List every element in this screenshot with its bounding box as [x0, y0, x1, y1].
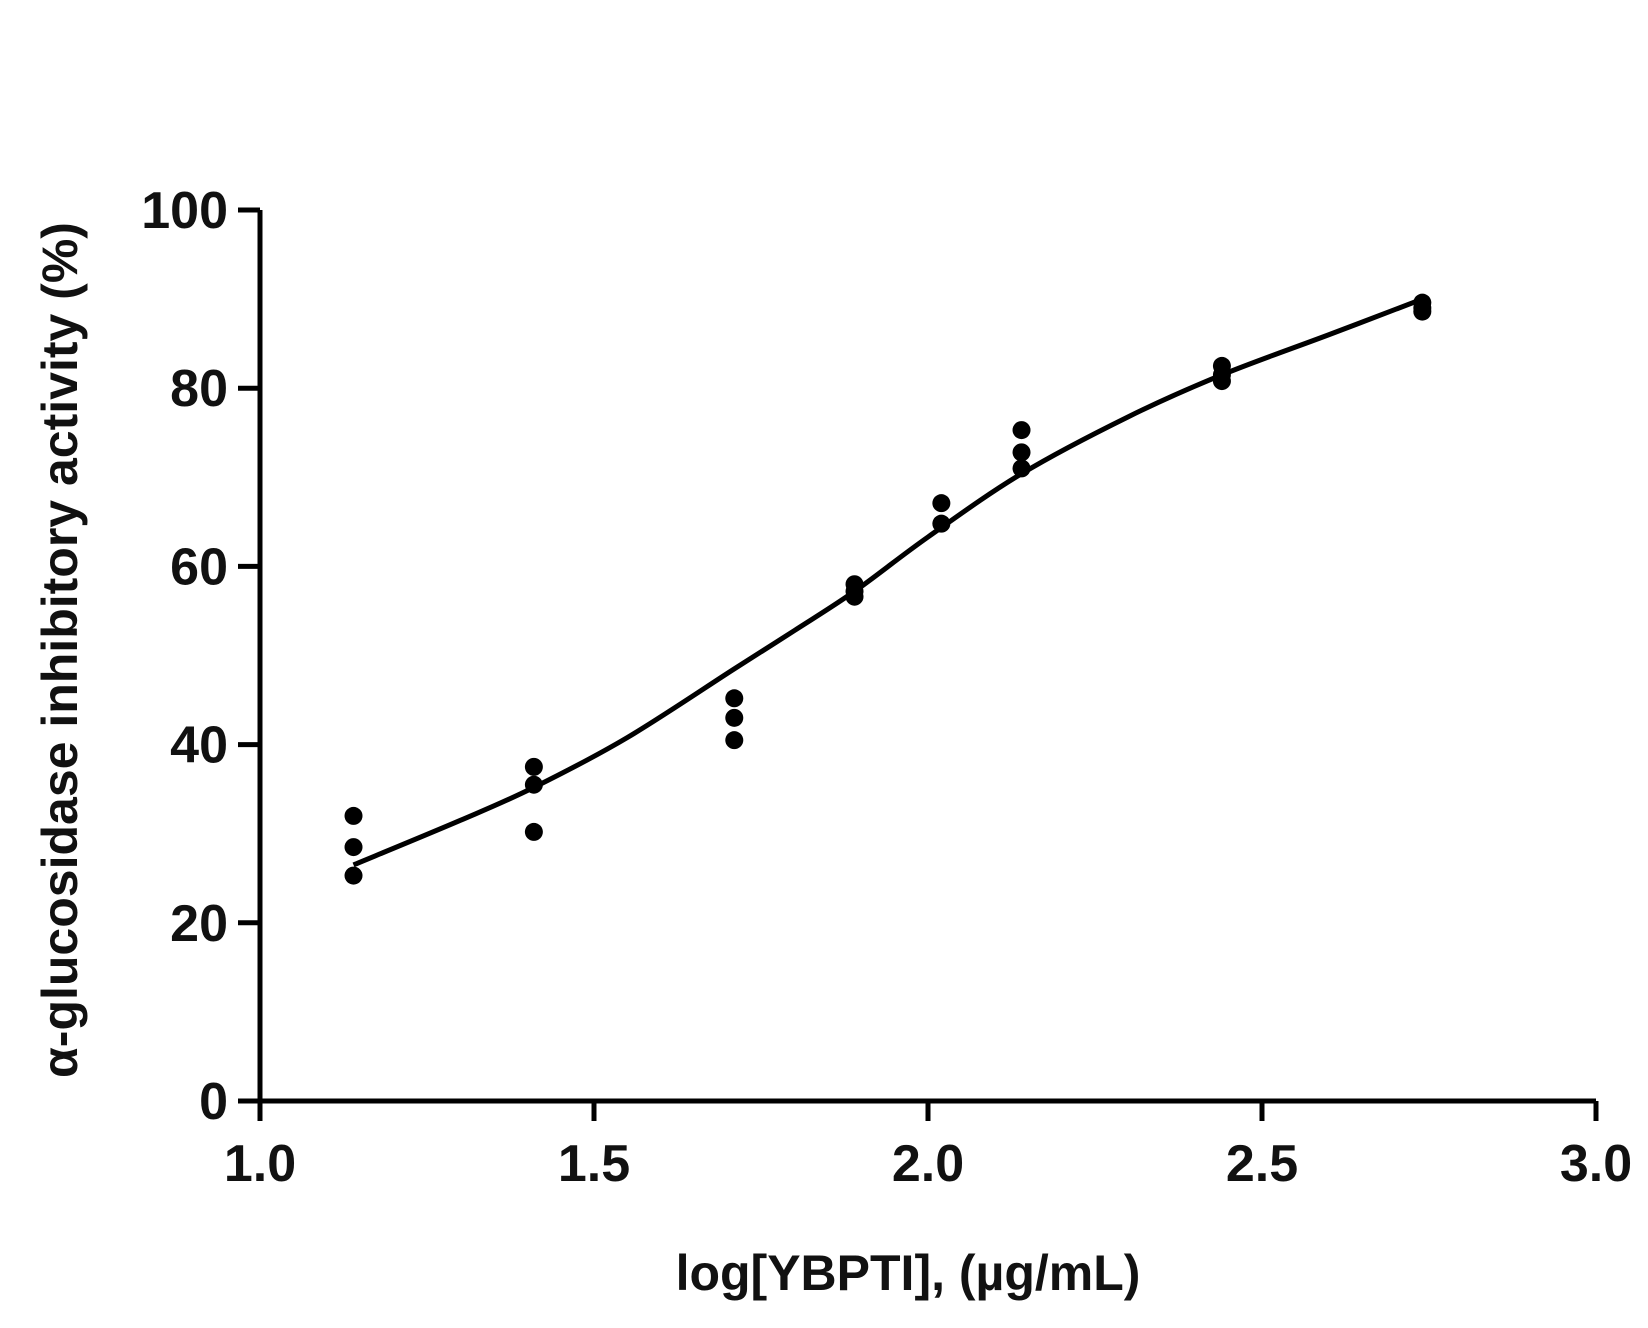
y-tick-label: 20	[170, 895, 228, 953]
y-tick-label: 60	[170, 538, 228, 596]
x-axis-title: log[YBPTI], (µg/mL)	[676, 1245, 1141, 1301]
data-point	[932, 514, 951, 533]
data-point	[725, 731, 744, 750]
y-tick-label: 40	[170, 717, 228, 775]
y-tick-label: 100	[141, 182, 228, 240]
x-tick-label: 2.5	[1226, 1135, 1298, 1193]
data-point	[725, 708, 744, 727]
data-point	[344, 838, 363, 857]
data-point	[725, 689, 744, 708]
fit-curve	[352, 296, 1424, 868]
y-tick-label: 80	[170, 360, 228, 418]
data-point	[524, 757, 543, 776]
data-point	[1413, 302, 1432, 321]
data-point	[932, 494, 951, 513]
y-axis-title: α-glucosidase inhibitory activity (%)	[32, 222, 88, 1078]
data-point	[524, 822, 543, 841]
y-tick-label: 0	[199, 1073, 228, 1131]
data-point	[344, 866, 363, 885]
x-tick-label: 2.0	[892, 1135, 964, 1193]
data-point	[1012, 443, 1031, 462]
data-point	[1212, 372, 1231, 391]
x-tick-label: 3.0	[1560, 1135, 1632, 1193]
x-tick-label: 1.5	[558, 1135, 630, 1193]
data-point	[1012, 459, 1031, 478]
data-point	[845, 587, 864, 606]
data-point	[1012, 421, 1031, 440]
data-point	[524, 775, 543, 794]
data-point	[344, 806, 363, 825]
x-tick-label: 1.0	[224, 1135, 296, 1193]
